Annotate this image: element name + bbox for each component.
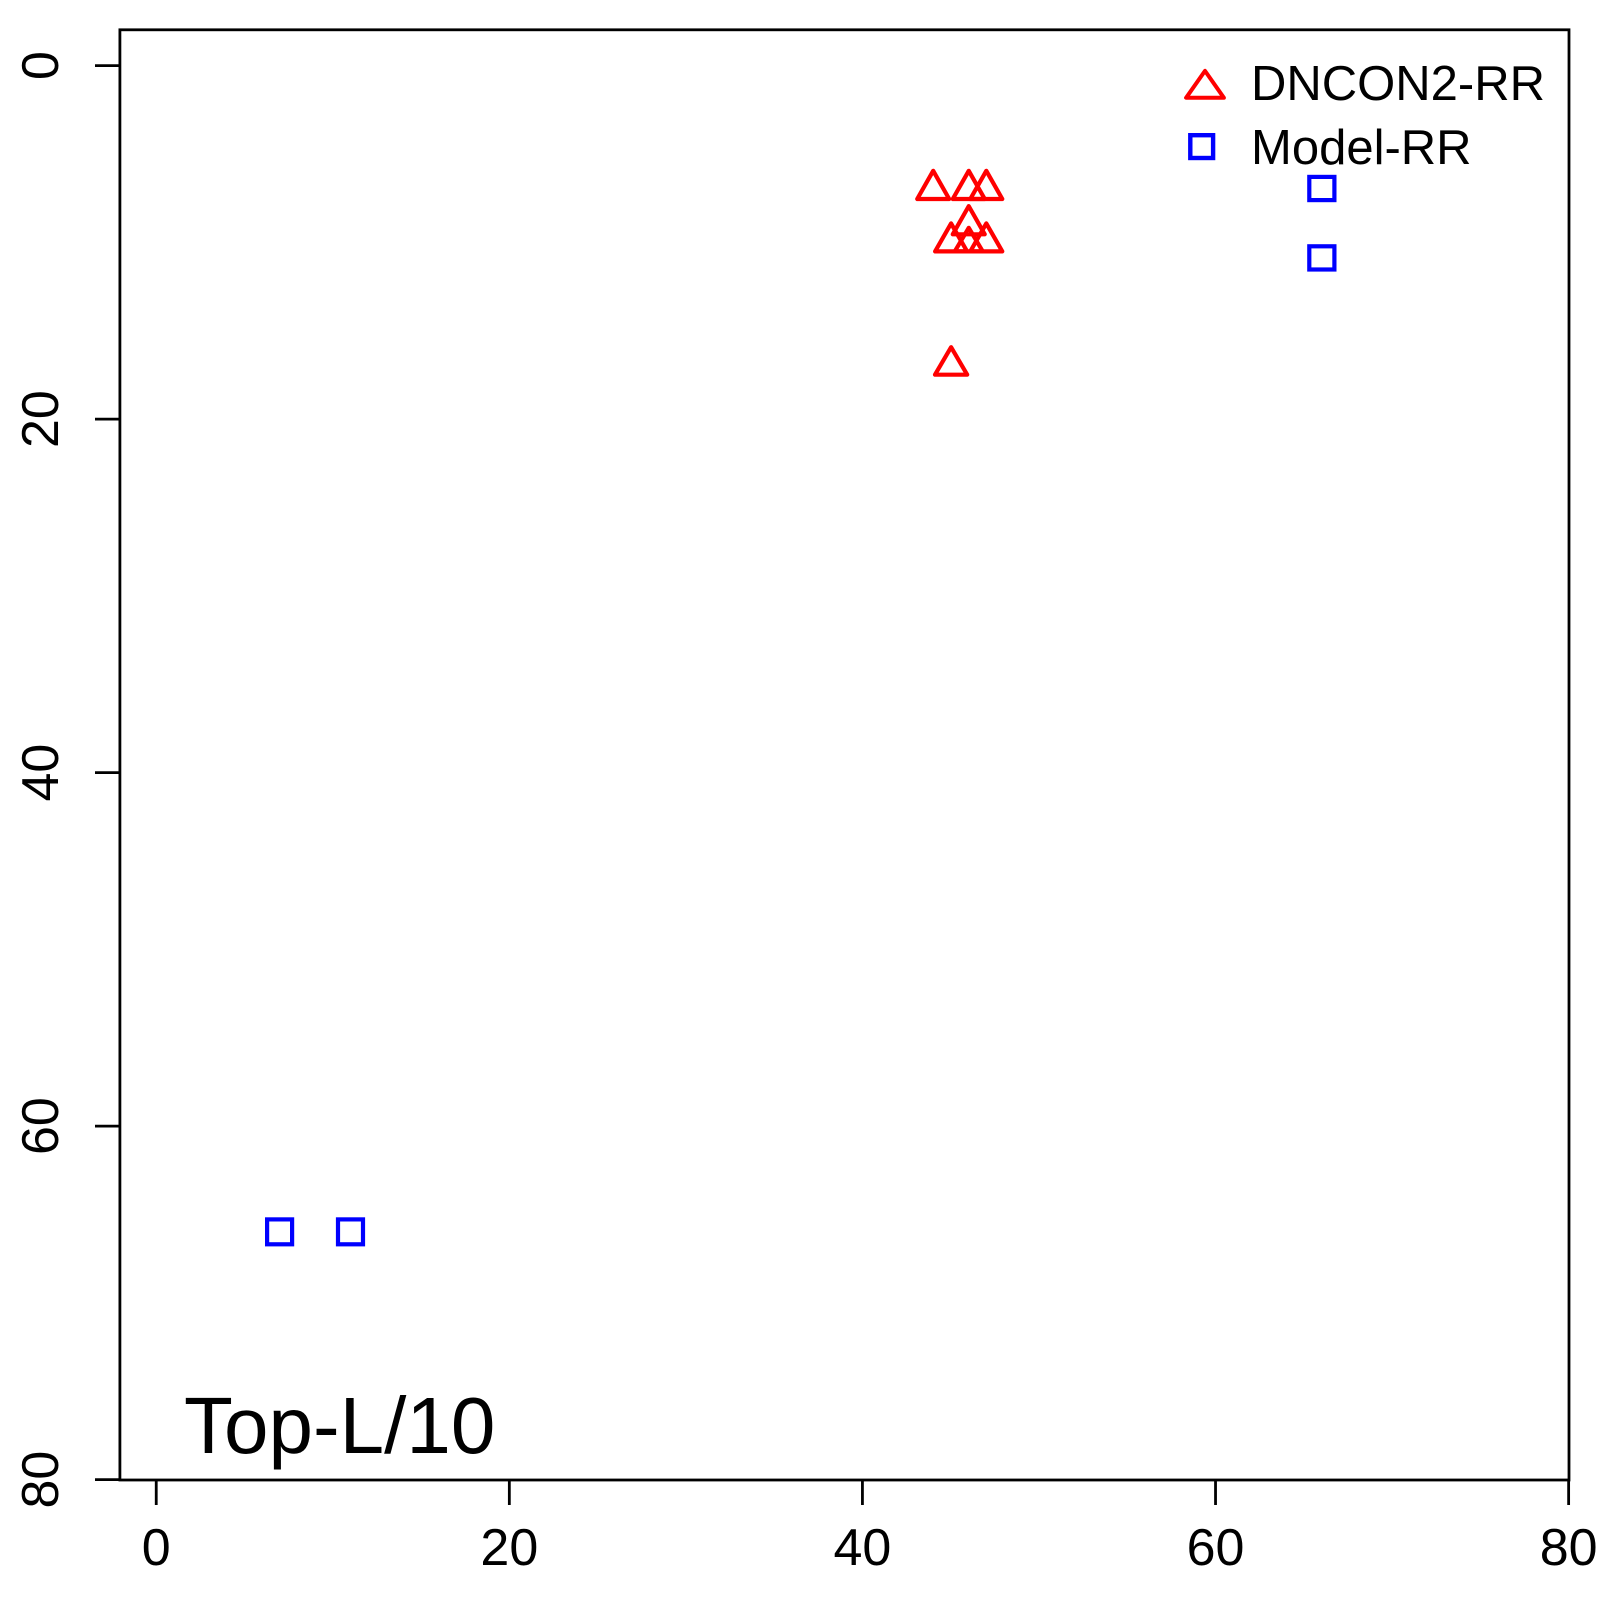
svg-text:Top-L/10: Top-L/10 (184, 1381, 495, 1470)
svg-text:0: 0 (12, 51, 70, 80)
svg-text:Model-RR: Model-RR (1251, 121, 1472, 175)
svg-text:40: 40 (12, 744, 70, 802)
svg-text:80: 80 (12, 1451, 70, 1509)
svg-text:60: 60 (1187, 1519, 1245, 1577)
svg-text:0: 0 (142, 1519, 171, 1577)
svg-text:20: 20 (480, 1519, 538, 1577)
svg-text:60: 60 (12, 1097, 70, 1155)
svg-text:80: 80 (1540, 1519, 1598, 1577)
svg-text:DNCON2-RR: DNCON2-RR (1251, 57, 1545, 111)
svg-text:20: 20 (12, 390, 70, 448)
svg-text:40: 40 (834, 1519, 892, 1577)
